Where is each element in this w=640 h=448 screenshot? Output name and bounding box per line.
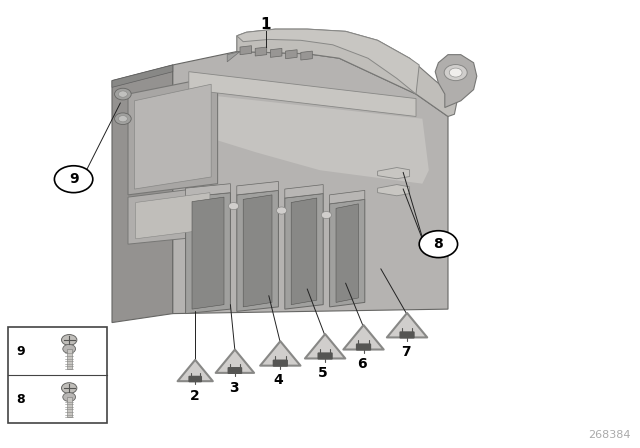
Circle shape <box>63 345 76 353</box>
Polygon shape <box>186 193 230 314</box>
Polygon shape <box>378 185 410 196</box>
Polygon shape <box>344 325 383 349</box>
Polygon shape <box>216 349 254 373</box>
Text: 8: 8 <box>16 393 25 406</box>
Circle shape <box>444 65 467 81</box>
Text: 7: 7 <box>401 345 412 359</box>
Text: 268384: 268384 <box>588 430 630 440</box>
Polygon shape <box>173 52 448 314</box>
Circle shape <box>118 116 127 122</box>
Polygon shape <box>378 168 410 179</box>
Polygon shape <box>112 65 173 323</box>
Circle shape <box>61 335 77 345</box>
Polygon shape <box>260 341 301 366</box>
Polygon shape <box>112 65 173 87</box>
Circle shape <box>61 383 77 393</box>
Polygon shape <box>128 76 218 195</box>
Polygon shape <box>198 94 429 184</box>
FancyBboxPatch shape <box>188 376 202 382</box>
Polygon shape <box>186 184 230 197</box>
Polygon shape <box>330 199 365 307</box>
Text: 2: 2 <box>190 389 200 404</box>
FancyBboxPatch shape <box>399 332 415 339</box>
Bar <box>8 327 107 423</box>
Text: 1: 1 <box>260 17 271 32</box>
Circle shape <box>321 211 332 219</box>
Polygon shape <box>177 360 212 381</box>
Circle shape <box>63 392 76 401</box>
Circle shape <box>115 88 131 100</box>
Bar <box>67 349 72 369</box>
Polygon shape <box>435 55 477 108</box>
Polygon shape <box>136 193 210 239</box>
Circle shape <box>419 231 458 258</box>
FancyBboxPatch shape <box>356 344 371 351</box>
Text: 6: 6 <box>356 357 367 371</box>
Circle shape <box>54 166 93 193</box>
Polygon shape <box>285 185 323 198</box>
Polygon shape <box>255 47 267 56</box>
Polygon shape <box>189 72 416 116</box>
Text: 9: 9 <box>68 172 79 186</box>
Polygon shape <box>285 194 323 309</box>
FancyBboxPatch shape <box>228 367 242 374</box>
Polygon shape <box>192 197 224 309</box>
Polygon shape <box>285 50 297 59</box>
Circle shape <box>115 113 131 125</box>
Polygon shape <box>330 190 365 204</box>
FancyBboxPatch shape <box>273 360 288 367</box>
FancyBboxPatch shape <box>317 353 333 360</box>
Text: 8: 8 <box>433 237 444 251</box>
Circle shape <box>276 207 287 214</box>
Polygon shape <box>291 198 317 305</box>
Polygon shape <box>227 52 240 62</box>
Text: 9: 9 <box>16 345 25 358</box>
Bar <box>67 397 72 417</box>
Polygon shape <box>301 51 312 60</box>
Circle shape <box>449 68 462 77</box>
Polygon shape <box>134 84 211 189</box>
Circle shape <box>228 202 239 210</box>
Circle shape <box>118 91 127 97</box>
Polygon shape <box>237 181 278 195</box>
Polygon shape <box>270 48 282 57</box>
Polygon shape <box>305 334 346 358</box>
Polygon shape <box>237 190 278 311</box>
Text: 3: 3 <box>228 380 239 395</box>
Polygon shape <box>243 195 272 307</box>
Text: 4: 4 <box>273 373 284 387</box>
Polygon shape <box>237 29 458 116</box>
Polygon shape <box>336 204 358 302</box>
Polygon shape <box>237 29 419 94</box>
Polygon shape <box>128 186 218 244</box>
Text: 5: 5 <box>318 366 328 380</box>
Polygon shape <box>240 46 252 55</box>
Polygon shape <box>387 313 428 337</box>
